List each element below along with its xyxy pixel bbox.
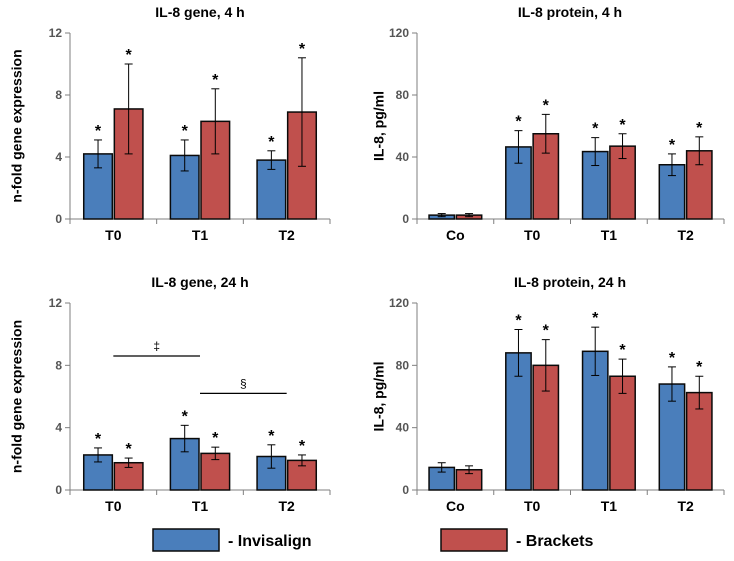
legend: - Invisalign - Brackets bbox=[152, 528, 593, 552]
y-tick-label: 40 bbox=[396, 150, 410, 164]
panel-title: IL-8 protein, 24 h bbox=[514, 274, 626, 290]
y-tick-label: 4 bbox=[55, 421, 62, 435]
legend-label-invisalign: - Invisalign bbox=[228, 533, 312, 550]
y-tick-label: 80 bbox=[396, 88, 410, 102]
x-category-label: T2 bbox=[278, 227, 295, 243]
significance-mark: * bbox=[268, 134, 275, 151]
x-category-label: T1 bbox=[192, 227, 209, 243]
panel-title: IL-8 gene, 4 h bbox=[155, 4, 244, 20]
y-axis-label: IL-8, pg/ml bbox=[371, 91, 387, 161]
significance-mark: * bbox=[592, 310, 599, 327]
significance-mark: * bbox=[299, 41, 306, 58]
significance-mark: * bbox=[212, 72, 219, 89]
y-tick-label: 12 bbox=[49, 26, 63, 40]
x-category-label: T0 bbox=[105, 498, 122, 514]
panel-il8-gene-4h: IL-8 gene, 4 h n-fold gene expression 0 4 8 1… bbox=[9, 4, 331, 243]
significance-mark: * bbox=[299, 438, 306, 455]
y-tick-label: 8 bbox=[55, 358, 62, 372]
x-category-label: T0 bbox=[524, 227, 541, 243]
significance-mark: * bbox=[515, 114, 522, 131]
x-category-label: Co bbox=[446, 498, 465, 514]
bar-invisalign bbox=[658, 383, 686, 491]
significance-mark: * bbox=[126, 441, 133, 458]
significance-mark: * bbox=[696, 120, 703, 137]
significance-mark: * bbox=[182, 123, 189, 140]
significance-mark: * bbox=[212, 430, 219, 447]
legend-swatch-brackets bbox=[440, 528, 508, 552]
bar-brackets bbox=[609, 375, 636, 491]
x-category-label: T1 bbox=[192, 498, 209, 514]
y-axis-label: IL-8, pg/ml bbox=[371, 362, 387, 432]
y-tick-label: 120 bbox=[389, 26, 409, 40]
panel-il8-protein-24h: IL-8 protein, 24 h IL-8, pg/ml 0 40 80 120 Co T… bbox=[371, 274, 725, 514]
y-tick-label: 40 bbox=[396, 421, 410, 435]
x-category-label: T2 bbox=[677, 498, 694, 514]
significance-mark: * bbox=[669, 350, 676, 367]
significance-mark: * bbox=[619, 117, 626, 134]
y-axis-label: n-fold gene expression bbox=[9, 49, 25, 202]
legend-label-brackets: - Brackets bbox=[516, 533, 593, 550]
y-tick-label: 120 bbox=[389, 296, 409, 310]
legend-swatch-invisalign bbox=[152, 528, 220, 552]
y-tick-label: 0 bbox=[55, 483, 62, 497]
x-category-label: T1 bbox=[601, 227, 618, 243]
comparison-mark: ‡ bbox=[153, 339, 160, 353]
significance-mark: * bbox=[515, 312, 522, 329]
y-tick-label: 12 bbox=[49, 296, 63, 310]
significance-mark: * bbox=[95, 123, 102, 140]
comparison-mark: § bbox=[240, 376, 247, 390]
y-tick-label: 80 bbox=[396, 358, 410, 372]
y-tick-label: 8 bbox=[55, 88, 62, 102]
x-category-label: T2 bbox=[677, 227, 694, 243]
panel-title: IL-8 gene, 24 h bbox=[151, 274, 248, 290]
y-tick-label: 4 bbox=[55, 150, 62, 164]
bar-brackets bbox=[286, 459, 318, 491]
panel-title: IL-8 protein, 4 h bbox=[518, 4, 622, 20]
significance-mark: * bbox=[268, 428, 275, 445]
significance-mark: * bbox=[592, 121, 599, 138]
bar-invisalign bbox=[256, 159, 287, 220]
significance-mark: * bbox=[95, 431, 102, 448]
panel-il8-gene-24h: IL-8 gene, 24 h n-fold gene expression 0 4 8… bbox=[9, 274, 331, 514]
y-axis-label: n-fold gene expression bbox=[9, 320, 25, 473]
x-category-label: Co bbox=[446, 227, 465, 243]
y-tick-label: 0 bbox=[402, 212, 409, 226]
x-category-label: T1 bbox=[601, 498, 618, 514]
panel-il8-protein-4h: IL-8 protein, 4 h IL-8, pg/ml 0 40 80 120 Co T0… bbox=[371, 4, 725, 243]
x-category-label: T0 bbox=[105, 227, 122, 243]
x-category-label: T0 bbox=[524, 498, 541, 514]
significance-mark: * bbox=[126, 47, 133, 64]
significance-mark: * bbox=[543, 97, 550, 114]
x-category-label: T2 bbox=[278, 498, 295, 514]
significance-mark: * bbox=[543, 323, 550, 340]
significance-mark: * bbox=[619, 342, 626, 359]
y-tick-label: 0 bbox=[55, 212, 62, 226]
significance-mark: * bbox=[669, 137, 676, 154]
significance-mark: * bbox=[182, 408, 189, 425]
significance-mark: * bbox=[696, 359, 703, 376]
y-tick-label: 0 bbox=[402, 483, 409, 497]
